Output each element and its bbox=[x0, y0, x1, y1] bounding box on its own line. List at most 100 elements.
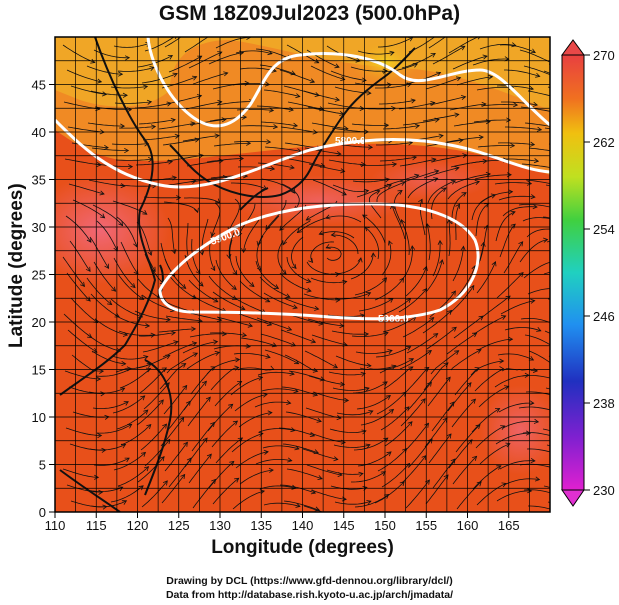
streamline-arrowhead bbox=[536, 327, 542, 332]
streamline-arrowhead bbox=[399, 277, 404, 283]
streamline-arrowhead bbox=[234, 477, 240, 483]
streamline-arrowhead bbox=[555, 492, 560, 496]
streamline bbox=[164, 442, 188, 472]
streamline-arrowhead bbox=[128, 164, 134, 170]
streamline-arrowhead bbox=[94, 474, 100, 480]
streamline bbox=[302, 448, 338, 460]
streamline-arrowhead bbox=[245, 343, 251, 349]
streamline-arrowhead bbox=[269, 165, 276, 171]
contour-5800-north bbox=[146, 37, 550, 128]
streamline-arrowhead bbox=[201, 380, 207, 386]
streamline bbox=[478, 385, 509, 408]
streamline-arrowhead bbox=[433, 177, 439, 182]
streamline-arrowhead bbox=[529, 400, 535, 406]
colorbar-tick-label: 246 bbox=[593, 309, 615, 324]
streamline-arrowhead bbox=[210, 421, 216, 427]
streamline bbox=[498, 195, 535, 201]
streamline bbox=[65, 215, 92, 243]
streamline-arrowhead bbox=[314, 305, 320, 311]
streamline-arrowhead bbox=[143, 466, 150, 472]
streamline bbox=[374, 481, 405, 504]
streamline-arrowhead bbox=[474, 180, 480, 185]
streamline-arrowhead bbox=[124, 457, 130, 463]
y-tick-label: 45 bbox=[32, 78, 46, 93]
y-tick-label: 25 bbox=[32, 268, 46, 283]
streamline bbox=[477, 338, 513, 351]
streamline-arrowhead bbox=[142, 84, 149, 90]
streamline-arrowhead bbox=[585, 164, 589, 168]
streamline bbox=[288, 370, 325, 381]
streamline bbox=[110, 298, 143, 318]
streamline bbox=[419, 199, 426, 236]
streamline bbox=[259, 276, 291, 298]
streamline-arrowhead bbox=[145, 323, 151, 329]
streamline bbox=[210, 367, 239, 391]
streamline-arrowhead bbox=[456, 76, 462, 82]
streamline-arrowhead bbox=[214, 350, 220, 356]
streamline-arrowhead bbox=[325, 244, 331, 249]
streamline bbox=[168, 55, 202, 73]
streamline bbox=[405, 479, 430, 509]
credit-line-2: Data from http://database.rish.kyoto-u.a… bbox=[165, 589, 454, 601]
contour-5900-high bbox=[158, 202, 480, 321]
streamline-arrowhead bbox=[198, 281, 204, 287]
streamline bbox=[330, 485, 367, 490]
streamline-arrowhead bbox=[534, 476, 541, 482]
streamline bbox=[456, 481, 482, 510]
streamline-arrowhead bbox=[506, 117, 512, 123]
streamline-arrowhead bbox=[295, 502, 301, 508]
streamline-arrowhead bbox=[382, 381, 388, 387]
streamline bbox=[216, 101, 254, 106]
streamline-arrowhead bbox=[267, 410, 273, 416]
colorbar: 270 262 254 246 238 230 bbox=[561, 39, 615, 507]
streamline bbox=[527, 288, 550, 295]
streamline bbox=[404, 423, 429, 452]
streamline bbox=[383, 366, 413, 390]
streamline bbox=[448, 219, 451, 257]
streamline-arrowhead bbox=[211, 478, 217, 484]
streamline bbox=[236, 312, 272, 326]
streamline-arrowhead bbox=[162, 480, 168, 486]
streamline bbox=[238, 412, 272, 428]
streamline-arrowhead bbox=[391, 364, 397, 370]
streamline bbox=[497, 142, 535, 146]
streamline bbox=[163, 201, 199, 213]
streamline bbox=[184, 197, 220, 204]
streamline-arrowhead bbox=[551, 205, 555, 209]
streamline-arrowhead bbox=[386, 451, 392, 457]
streamline bbox=[168, 457, 192, 488]
streamline bbox=[331, 330, 369, 335]
streamline bbox=[351, 471, 386, 483]
streamline bbox=[279, 69, 315, 83]
streamline bbox=[471, 194, 496, 221]
streamline bbox=[384, 421, 413, 447]
streamline bbox=[453, 315, 484, 339]
streamline-arrowhead bbox=[292, 122, 299, 128]
streamline bbox=[188, 51, 222, 69]
streamline-arrowhead bbox=[460, 45, 466, 51]
streamline-arrowhead bbox=[214, 133, 220, 139]
streamline-arrowhead bbox=[173, 340, 179, 346]
streamline-arrowhead bbox=[268, 107, 275, 113]
streamline-arrowhead bbox=[407, 140, 414, 146]
streamline-arrowhead bbox=[480, 241, 486, 247]
streamline bbox=[453, 121, 491, 127]
streamline-arrowhead bbox=[232, 420, 239, 426]
streamline bbox=[140, 423, 167, 451]
streamline-arrowhead bbox=[357, 257, 363, 263]
streamline bbox=[257, 162, 295, 169]
y-tick-label: 35 bbox=[32, 173, 46, 188]
streamline-arrowhead bbox=[451, 290, 456, 296]
streamline-arrowhead bbox=[530, 48, 536, 54]
streamline-arrowhead bbox=[446, 218, 452, 224]
streamline bbox=[357, 451, 392, 467]
streamline bbox=[113, 452, 146, 471]
streamline-arrowhead bbox=[159, 456, 165, 462]
streamline bbox=[232, 296, 266, 314]
streamline-arrowhead bbox=[294, 445, 300, 451]
streamline-arrowhead bbox=[170, 330, 177, 336]
streamline bbox=[352, 381, 388, 394]
streamline bbox=[428, 37, 446, 49]
streamline-arrowhead bbox=[199, 250, 205, 256]
